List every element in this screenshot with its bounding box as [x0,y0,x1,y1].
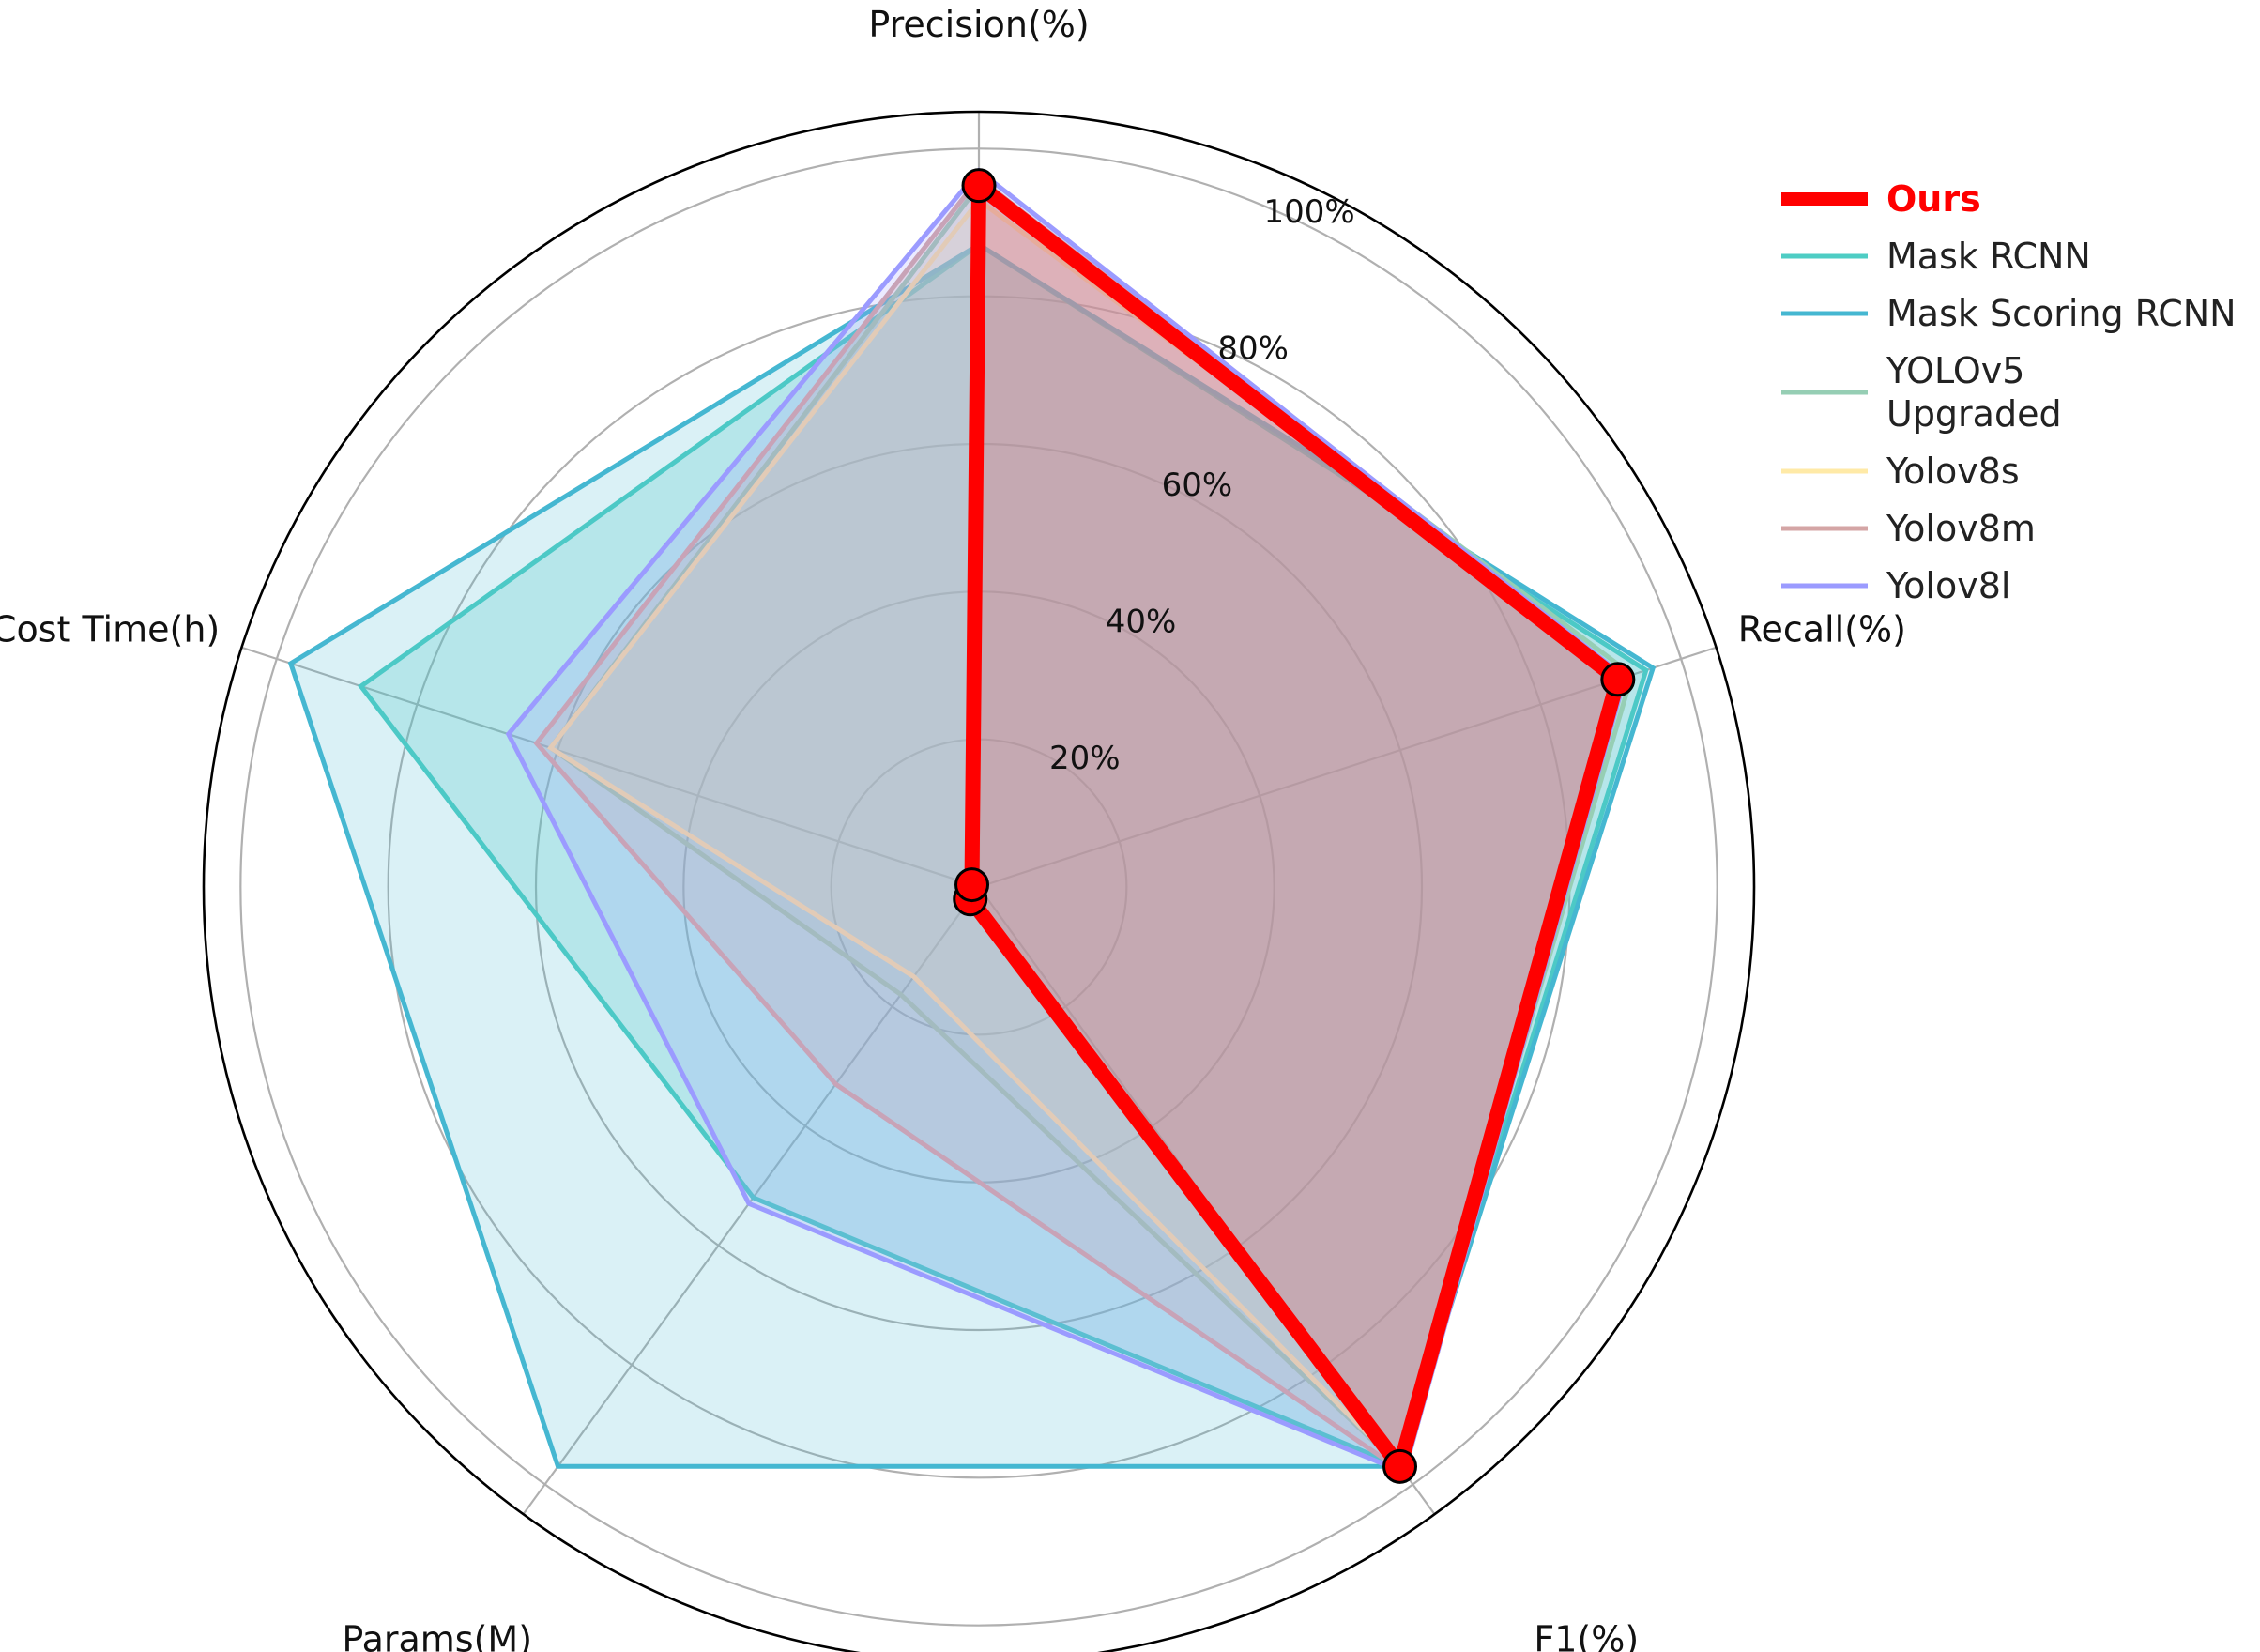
legend-label-mask-scoring-rcnn: Mask Scoring RCNN [1886,293,2237,334]
axis-label-params-m: Params(M) [342,1618,532,1652]
series-fill-mask-rcnn [360,244,1646,1467]
axis-label-f1: F1(%) [1534,1618,1639,1652]
legend-label-yolov5-upgraded-line-2: Upgraded [1886,393,2062,435]
legend-item-mask-scoring-rcnn: Mask Scoring RCNN [1781,293,2237,334]
radial-tick-80: 80% [1217,329,1289,367]
radial-tick-60: 60% [1162,467,1233,504]
radial-tick-40: 40% [1106,603,1177,640]
series-layer [287,167,1657,1484]
point-ours-precision [961,168,997,204]
series-fill-ours [970,185,1618,1467]
legend-label-yolov8l: Yolov8l [1886,565,2010,606]
legend-item-yolov8s: Yolov8s [1781,451,2020,492]
legend-label-ours: Ours [1886,178,1981,220]
radial-tick-layer: 20% 40% 60% 80% 100% [1049,193,1355,777]
legend-label-yolov8m: Yolov8m [1886,508,2036,549]
legend-item-ours: Ours [1781,178,1981,220]
axis-label-precision: Precision(%) [868,4,1089,45]
spoke-recall [978,646,1717,889]
legend-label-yolov8s: Yolov8s [1886,451,2020,492]
point-ours-cost-time-h [954,867,990,903]
series-line-ours [962,170,1626,1484]
legend-item-yolov8l: Yolov8l [1781,565,2010,606]
series-fill-yolov5-upgraded [550,185,1632,1467]
series-line-mask-scoring-rcnn [287,241,1657,1469]
legend-item-yolov8m: Yolov8m [1781,508,2036,549]
series-fill-yolov8s [550,200,1626,1467]
legend-label-yolov5-upgraded-line-1: YOLOv5 [1886,350,2024,391]
legend-item-mask-rcnn: Mask RCNN [1781,236,2091,277]
legend-label-mask-rcnn: Mask RCNN [1886,236,2091,277]
radial-tick-100: 100% [1263,193,1354,231]
series-fill-yolov8l [508,170,1626,1473]
point-ours-f1 [1382,1448,1418,1484]
axis-label-recall: Recall(%) [1738,608,1906,650]
radial-tick-20: 20% [1049,740,1121,777]
legend: Ours Mask RCNN Mask Scoring RCNN YOLOv5Upgr… [1781,178,2237,606]
point-ours-recall [1600,662,1636,697]
axis-label-layer: Precision(%) Recall(%) F1(%) Params(M) Cost … [0,4,1906,1652]
outer-frame [202,110,1756,1652]
series-ours [953,168,1636,1484]
series-fill-yolov8m [536,177,1626,1473]
axis-label-cost-time-h: Cost Time(h) [0,608,220,650]
spoke-params-m [522,886,980,1515]
